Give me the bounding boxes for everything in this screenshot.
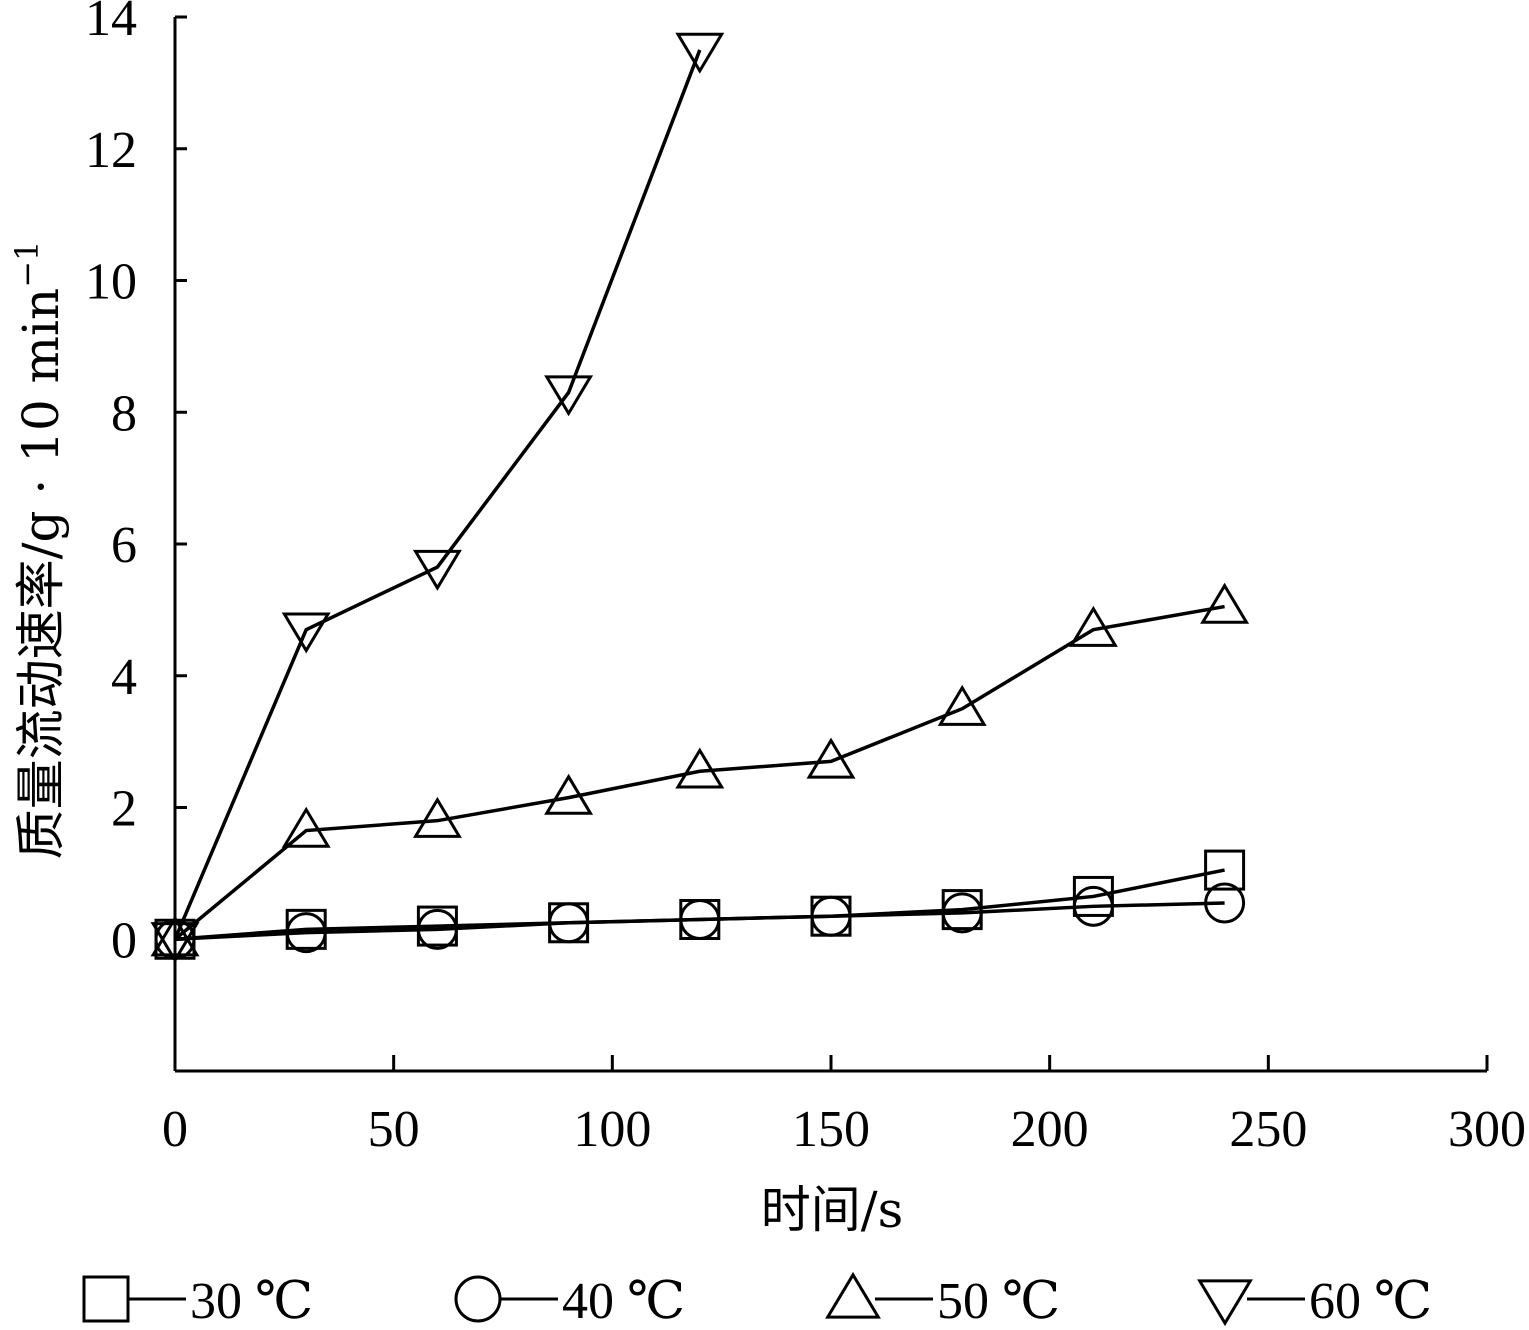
y-axis-title-main: 质量流动速率/g · 10 min <box>12 288 70 860</box>
data-point <box>544 773 594 815</box>
legend-marker <box>825 1271 881 1319</box>
legend-label: 50 ℃ <box>937 1273 1060 1330</box>
legend-item-3: 50 ℃ <box>825 1271 1060 1330</box>
data-point <box>937 684 987 726</box>
y-tick-label: 14 <box>85 0 137 47</box>
data-point <box>544 375 594 417</box>
data-point <box>150 922 200 964</box>
y-tick-label: 10 <box>85 254 137 311</box>
data-point <box>1072 885 1114 927</box>
y-axis-title: 质量流动速率/g · 10 min−1 <box>8 241 70 860</box>
data-point <box>416 908 458 950</box>
legend-marker <box>82 1275 130 1323</box>
data-point <box>281 806 331 848</box>
legend-label: 30 ℃ <box>190 1273 313 1330</box>
y-axis-title-superscript: −1 <box>8 241 46 288</box>
series-line <box>174 901 1225 941</box>
data-point <box>810 895 852 937</box>
data-point <box>548 902 590 944</box>
y-tick-label: 4 <box>111 649 137 706</box>
data-point <box>1204 882 1246 924</box>
y-tick-label: 0 <box>111 912 137 969</box>
data-point <box>1068 605 1118 647</box>
legend-label: 40 ℃ <box>562 1273 685 1330</box>
axes <box>173 17 1487 1073</box>
legend-marker <box>454 1275 502 1323</box>
data-point <box>675 747 725 789</box>
data-point <box>150 915 200 957</box>
data-point <box>806 737 856 779</box>
data-point <box>412 796 462 838</box>
data-point <box>1200 582 1250 624</box>
x-tick-label: 200 <box>1011 1101 1089 1158</box>
x-axis-title: 时间/s <box>761 1181 904 1239</box>
series-3 <box>150 582 1250 957</box>
y-tick-label: 6 <box>111 517 137 574</box>
x-tick-label: 0 <box>162 1101 188 1158</box>
series-line <box>174 868 1225 941</box>
legend-item-4: 60 ℃ <box>1197 1273 1432 1330</box>
legend: 30 ℃ 40 ℃ 50 ℃ 60 ℃ <box>82 1271 1432 1330</box>
data-point <box>679 898 721 940</box>
y-tick-label: 12 <box>85 122 137 179</box>
legend-item-2: 40 ℃ <box>454 1273 685 1330</box>
data-point <box>1204 849 1246 891</box>
data-point <box>941 892 983 934</box>
data-point <box>281 612 331 654</box>
x-tick-label: 250 <box>1229 1101 1307 1158</box>
legend-label: 60 ℃ <box>1309 1273 1432 1330</box>
x-tick-label: 150 <box>792 1101 870 1158</box>
series-line <box>173 604 1225 941</box>
data-point <box>675 32 725 74</box>
ticks: 0 2 4 6 8 10 12 14 0 50 100 150 200 250 300 <box>85 0 1526 1158</box>
series-1 <box>154 849 1246 960</box>
y-tick-label: 2 <box>111 781 137 838</box>
data-point <box>285 912 327 954</box>
x-tick-label: 100 <box>573 1101 651 1158</box>
data-point <box>412 549 462 591</box>
legend-marker <box>1197 1279 1253 1327</box>
legend-item-1: 30 ℃ <box>82 1273 313 1330</box>
y-tick-label: 8 <box>111 385 137 442</box>
series-2 <box>154 882 1246 960</box>
series-line <box>173 49 702 940</box>
series-layer <box>150 32 1250 964</box>
x-tick-label: 50 <box>368 1101 420 1158</box>
series-4 <box>150 32 725 964</box>
x-tick-label: 300 <box>1448 1101 1526 1158</box>
data-point <box>1072 875 1114 917</box>
